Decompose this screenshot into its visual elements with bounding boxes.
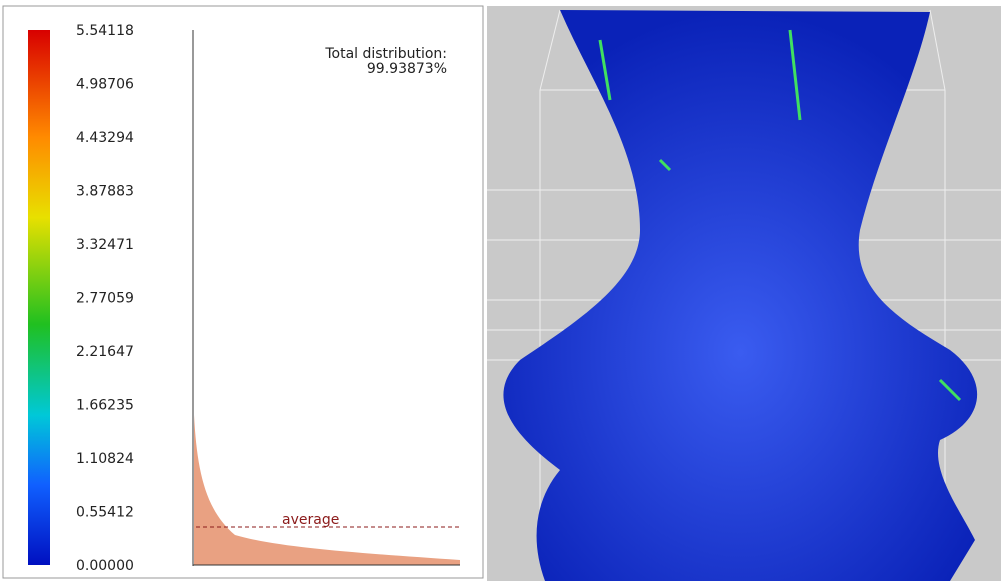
average-label: average <box>282 512 339 528</box>
scale-label: 2.77059 <box>76 291 134 307</box>
scale-label: 4.43294 <box>76 130 134 146</box>
scale-label: 2.21647 <box>76 344 134 360</box>
distribution-title: Total distribution: <box>324 46 447 62</box>
distribution-value: 99.93873% <box>367 61 447 77</box>
scale-label: 5.54118 <box>76 23 134 39</box>
legend-panel <box>3 6 483 578</box>
color-bar <box>28 30 50 565</box>
scale-label: 4.98706 <box>76 77 134 93</box>
scale-label: 3.87883 <box>76 184 134 200</box>
scale-label: 1.10824 <box>76 451 134 467</box>
screen: 5.54118 4.98706 4.43294 3.87883 3.32471 2.770… <box>0 0 1001 581</box>
scale-label: 0.55412 <box>76 505 134 521</box>
scale-label: 3.32471 <box>76 237 134 253</box>
scale-label: 1.66235 <box>76 398 134 414</box>
scale-label: 0.00000 <box>76 558 134 574</box>
